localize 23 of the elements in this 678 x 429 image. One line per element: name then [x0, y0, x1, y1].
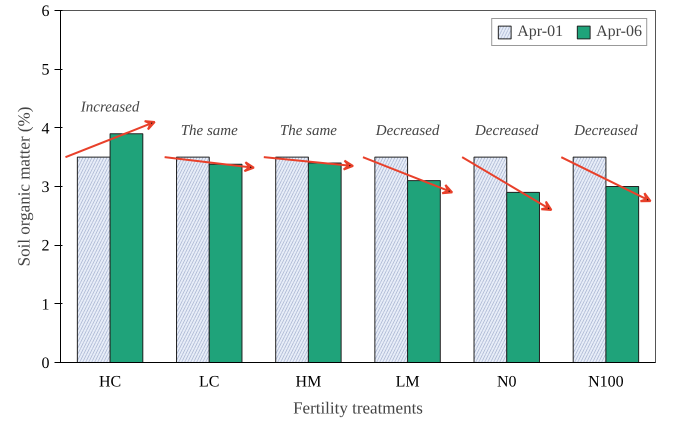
y-tick-label: 5: [42, 62, 50, 79]
y-tick-label: 4: [42, 120, 50, 138]
x-tick-label: N100: [588, 374, 624, 390]
annotation: Decreased: [374, 123, 440, 140]
y-tick-label: 6: [42, 3, 50, 20]
y-tick-label: 0: [42, 355, 50, 372]
y-axis-title: Soil organic matter (%): [14, 106, 34, 266]
x-tick-label: HC: [98, 374, 122, 390]
legend-label: Apr-01: [517, 23, 564, 41]
y-tick-label: 2: [42, 238, 50, 255]
x-tick-label: HM: [296, 374, 322, 390]
y-tick-label: 1: [42, 296, 50, 314]
annotation: Increased: [80, 100, 140, 116]
annotation: The same: [280, 123, 338, 140]
annotation: Decreased: [474, 123, 540, 140]
x-tick-label: LC: [199, 374, 220, 390]
x-axis-title: Fertility treatments: [293, 398, 423, 418]
y-tick-label: 3: [42, 179, 50, 196]
legend-label: Apr-06: [596, 23, 642, 41]
x-tick-label: N0: [496, 374, 517, 390]
annotation: The same: [180, 123, 238, 140]
annotation: Decreased: [573, 123, 638, 140]
x-tick-label: LM: [396, 374, 420, 390]
